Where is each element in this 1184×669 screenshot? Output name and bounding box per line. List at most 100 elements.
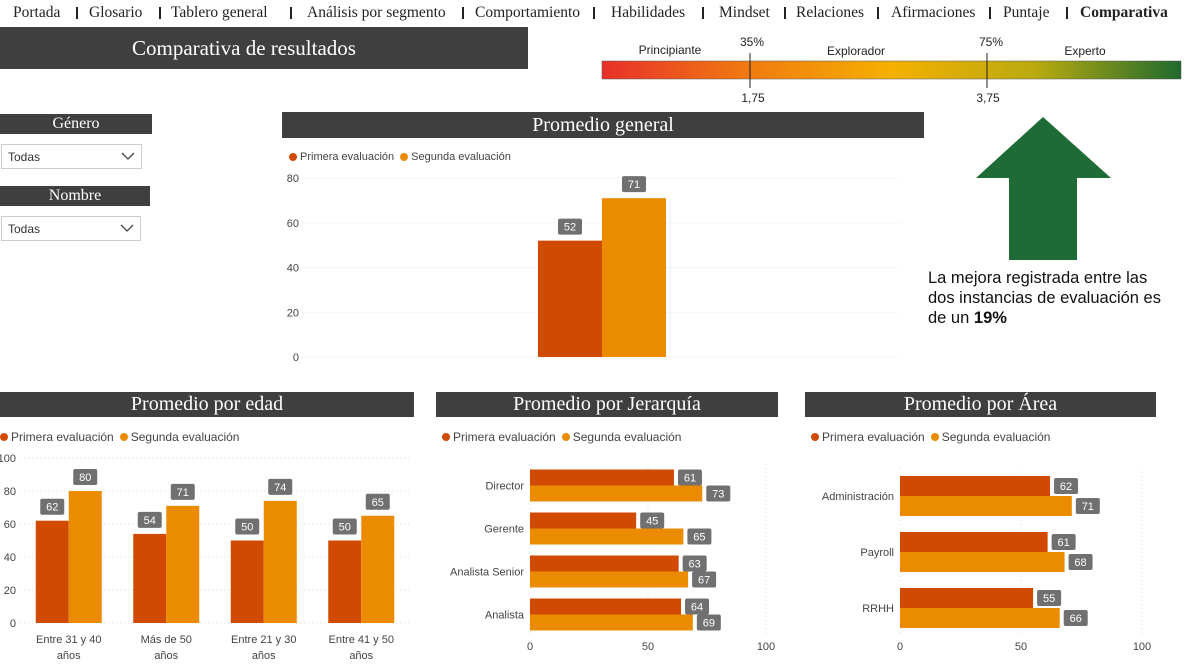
genero-dropdown-value: Todas — [8, 149, 41, 164]
legend-label: Segunda evaluación — [130, 430, 240, 444]
nombre-dropdown-value: Todas — [8, 221, 41, 236]
x-tick-label: 0 — [897, 641, 903, 653]
category-label: Analista Senior — [450, 567, 524, 579]
genero-dropdown[interactable]: Todas — [1, 144, 142, 169]
bar-primera — [530, 469, 674, 486]
data-label-badge — [137, 511, 162, 528]
data-label-badge — [170, 483, 195, 500]
data-label: 73 — [712, 489, 724, 501]
bar-segunda — [900, 552, 1065, 572]
data-label-badge — [687, 528, 712, 545]
y-tick-label: 40 — [4, 552, 16, 564]
data-label: 63 — [689, 559, 701, 571]
bar-primera — [530, 555, 679, 572]
data-label: 71 — [628, 179, 640, 191]
legend-label: Segunda evaluación — [572, 430, 682, 444]
nav-separator — [877, 7, 879, 19]
data-label: 45 — [646, 516, 658, 528]
data-label: 61 — [684, 473, 696, 485]
data-label: 61 — [1057, 537, 1069, 549]
legend-item-segunda: Segunda evaluación — [561, 430, 682, 444]
bar-segunda — [530, 528, 684, 545]
y-tick-label: 60 — [287, 218, 299, 230]
data-label-badge — [1054, 478, 1079, 494]
data-label: 54 — [144, 515, 156, 527]
bar-segunda — [900, 496, 1072, 516]
bar-segunda — [530, 571, 689, 588]
x-tick-label: años — [57, 650, 81, 662]
data-label: 66 — [1070, 613, 1082, 625]
data-label: 62 — [1060, 481, 1072, 493]
bar-primera — [900, 532, 1048, 552]
y-tick-label: 80 — [287, 173, 299, 185]
nav-item-analisis-segmento[interactable]: Análisis por segmento — [307, 4, 446, 21]
nav-item-puntaje[interactable]: Puntaje — [1003, 4, 1050, 21]
nav-separator — [702, 7, 704, 19]
nav-separator — [159, 7, 161, 19]
chart-title-edad: Promedio por edad — [0, 392, 414, 417]
nav-item-glosario[interactable]: Glosario — [89, 4, 143, 21]
data-label-badge — [677, 469, 702, 486]
x-tick-label: 0 — [527, 641, 533, 653]
data-label-badge — [332, 518, 357, 535]
legend-label: Segunda evaluación — [941, 430, 1051, 444]
y-tick-label: 100 — [0, 453, 16, 465]
x-tick-label: 100 — [1133, 641, 1151, 653]
legend-item-segunda: Segunda evaluación — [400, 151, 511, 163]
legend-item-primera: Primera evaluación — [0, 430, 114, 444]
data-label-badge — [622, 176, 646, 193]
nav-separator — [76, 7, 78, 19]
x-tick-label: años — [252, 650, 276, 662]
data-label-badge — [1068, 554, 1093, 570]
bar-segunda — [530, 614, 693, 631]
scale-threshold-value-2: 3,75 — [976, 91, 1000, 105]
nav-item-afirmaciones[interactable]: Afirmaciones — [891, 4, 976, 21]
bar-segunda — [602, 198, 666, 357]
scale-level-explorador: Explorador — [827, 44, 885, 58]
y-tick-label: 20 — [287, 307, 299, 319]
x-tick-label: 100 — [757, 641, 775, 653]
y-tick-label: 20 — [4, 585, 16, 597]
scale-threshold-pct-1: 35% — [740, 35, 764, 49]
data-label-badge — [235, 518, 260, 535]
data-label-badge — [1037, 590, 1062, 606]
data-label: 65 — [372, 497, 384, 509]
legend-dot — [561, 433, 570, 441]
bar-primera — [328, 540, 362, 623]
nombre-dropdown[interactable]: Todas — [1, 216, 141, 241]
data-label: 50 — [241, 522, 253, 534]
legend-dot — [930, 433, 939, 441]
nav-item-habilidades[interactable]: Habilidades — [611, 4, 686, 21]
legend-label: Primera evaluación — [822, 430, 925, 444]
y-tick-label: 40 — [287, 263, 299, 275]
y-tick-label: 0 — [10, 618, 16, 630]
level-scale: Principiante Explorador Experto 35% 75% … — [601, 35, 1182, 105]
chart-promedio-edad: 0 20 40 60 80 100 62 80 Entre 31 y 40 años 54 71 Más… — [0, 453, 410, 662]
y-tick-label: 60 — [4, 519, 16, 531]
nav-item-mindset[interactable]: Mindset — [719, 4, 770, 21]
y-tick-label: 0 — [293, 352, 299, 364]
data-label: 69 — [703, 618, 715, 630]
top-navigation: Portada Glosario Tablero general Análisi… — [0, 0, 1184, 26]
legend-label: Primera evaluación — [300, 151, 395, 163]
chevron-down-icon — [120, 224, 134, 232]
nav-item-comportamiento[interactable]: Comportamiento — [475, 4, 581, 21]
nav-item-portada[interactable]: Portada — [13, 4, 61, 21]
chevron-down-icon — [121, 152, 135, 160]
category-label: Analista — [485, 610, 525, 622]
nav-item-relaciones[interactable]: Relaciones — [796, 4, 865, 21]
data-label-badge — [73, 469, 98, 485]
filter-genero-label: Género — [0, 114, 152, 134]
nav-item-tablero-general[interactable]: Tablero general — [171, 4, 268, 21]
bar-segunda — [263, 500, 297, 623]
legend-dot — [0, 433, 8, 441]
nav-separator — [784, 7, 786, 19]
legend-jerarquia: Primera evaluación Segunda evaluación — [442, 430, 687, 444]
legend-edad: Primera evaluación Segunda evaluación — [0, 430, 245, 444]
legend-area: Primera evaluación Segunda evaluación — [811, 430, 1056, 444]
nav-item-comparativa[interactable]: Comparativa — [1080, 4, 1168, 21]
data-label: 55 — [1043, 593, 1055, 605]
nav-separator — [290, 7, 292, 19]
x-tick-label: 50 — [1015, 641, 1027, 653]
bar-segunda — [530, 485, 703, 502]
